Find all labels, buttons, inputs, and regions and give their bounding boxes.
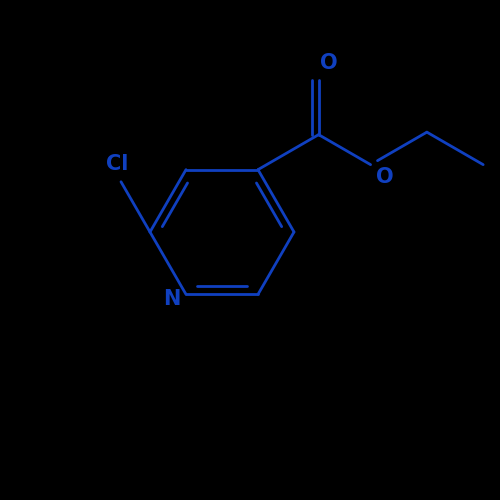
Text: Cl: Cl xyxy=(106,154,128,174)
Text: N: N xyxy=(164,290,180,310)
Text: O: O xyxy=(320,52,338,72)
Text: O: O xyxy=(376,166,394,186)
